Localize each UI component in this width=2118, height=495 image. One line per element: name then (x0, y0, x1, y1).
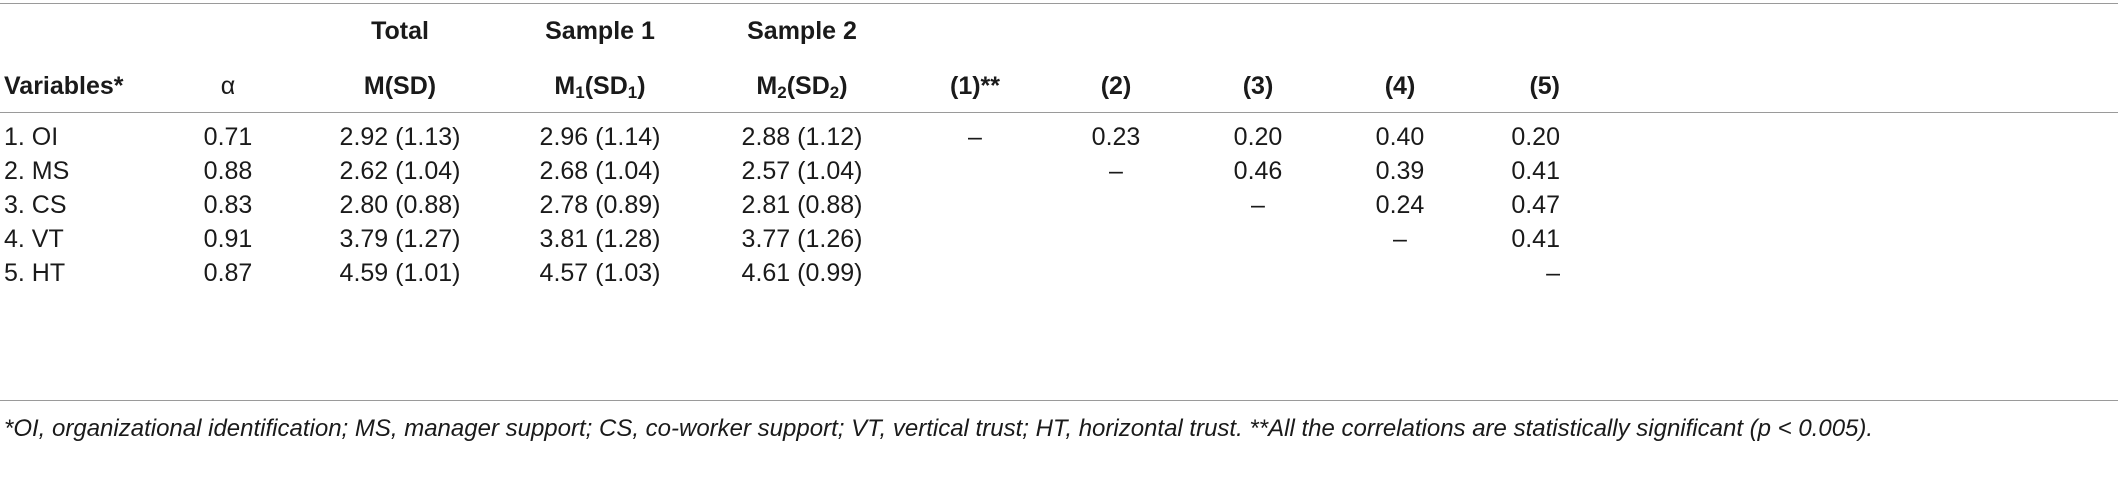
table-cell-sample2: 3.77 (1.26) (741, 225, 863, 253)
table-cell-sample1: 3.81 (1.28) (539, 225, 661, 253)
table-cell-sample2: 2.88 (1.12) (741, 123, 863, 151)
col-header-variables: Variables* (4, 72, 124, 100)
top-rule (0, 3, 2118, 4)
group-header-sample1: Sample 1 (545, 17, 655, 45)
table-cell-total: 4.59 (1.01) (339, 259, 461, 287)
table-cell-alpha: 0.71 (203, 123, 253, 151)
table-cell-variable: 5. HT (4, 259, 66, 287)
table-cell-alpha: 0.91 (203, 225, 253, 253)
table-cell-sample2: 2.81 (0.88) (741, 191, 863, 219)
table-cell-total: 2.92 (1.13) (339, 123, 461, 151)
table-cell-alpha: 0.83 (203, 191, 253, 219)
col-header-c5: (5) (1529, 72, 1560, 100)
col-header-c4: (4) (1384, 72, 1416, 100)
table-cell-c4: 0.39 (1375, 157, 1425, 185)
col-header-c2: (2) (1100, 72, 1132, 100)
table-cell-c3: 0.20 (1233, 123, 1283, 151)
col-header-c3: (3) (1242, 72, 1274, 100)
m1-sub: 1 (575, 83, 585, 102)
header-rule (0, 112, 2118, 113)
table-cell-alpha: 0.88 (203, 157, 253, 185)
col-header-alpha: α (220, 72, 236, 100)
table-cell-alpha: 0.87 (203, 259, 253, 287)
table-cell-variable: 2. MS (4, 157, 70, 185)
col-header-msd: M(SD) (363, 72, 437, 100)
table-cell-c4: 0.40 (1375, 123, 1425, 151)
sd2-base: (SD (786, 72, 830, 100)
table-cell-sample1: 4.57 (1.03) (539, 259, 661, 287)
sd2-sub: 2 (829, 83, 840, 102)
table-cell-sample1: 2.78 (0.89) (539, 191, 661, 219)
table-cell-variable: 1. OI (4, 123, 59, 151)
table-cell-c2: – (1109, 157, 1123, 185)
col-header-c1: (1)** (949, 72, 1001, 100)
table-cell-c3: – (1251, 191, 1265, 219)
m1-base: M (554, 72, 576, 100)
m2-sub: 2 (777, 83, 787, 102)
sd1-sub: 1 (627, 83, 638, 102)
table-cell-c1: – (968, 123, 982, 151)
table-cell-c4: – (1393, 225, 1407, 253)
table-cell-total: 2.62 (1.04) (339, 157, 461, 185)
table-cell-c5: – (1546, 259, 1560, 287)
bottom-rule (0, 400, 2118, 401)
table-footnote: *OI, organizational identification; MS, … (4, 415, 1874, 442)
group-header-sample2: Sample 2 (747, 17, 857, 45)
m2-base: M (756, 72, 778, 100)
table-cell-c5: 0.47 (1511, 191, 1560, 219)
table-cell-sample1: 2.68 (1.04) (539, 157, 661, 185)
table-cell-sample1: 2.96 (1.14) (539, 123, 661, 151)
close-paren: ) (637, 72, 646, 100)
table-cell-variable: 3. CS (4, 191, 67, 219)
table-cell-c5: 0.20 (1511, 123, 1560, 151)
col-header-m1sd1: M1(SD1) (554, 71, 645, 101)
group-header-total: Total (371, 17, 429, 45)
table-cell-c2: 0.23 (1091, 123, 1141, 151)
table-cell-total: 3.79 (1.27) (339, 225, 461, 253)
table-cell-c5: 0.41 (1511, 157, 1560, 185)
col-header-m2sd2: M2(SD2) (756, 71, 847, 101)
table-cell-c5: 0.41 (1511, 225, 1560, 253)
table-cell-total: 2.80 (0.88) (339, 191, 461, 219)
table-cell-sample2: 2.57 (1.04) (741, 157, 863, 185)
sd1-base: (SD (584, 72, 628, 100)
table-cell-sample2: 4.61 (0.99) (741, 259, 863, 287)
table-cell-c3: 0.46 (1233, 157, 1283, 185)
table-cell-variable: 4. VT (4, 225, 64, 253)
table-cell-c4: 0.24 (1375, 191, 1425, 219)
close-paren: ) (839, 72, 848, 100)
